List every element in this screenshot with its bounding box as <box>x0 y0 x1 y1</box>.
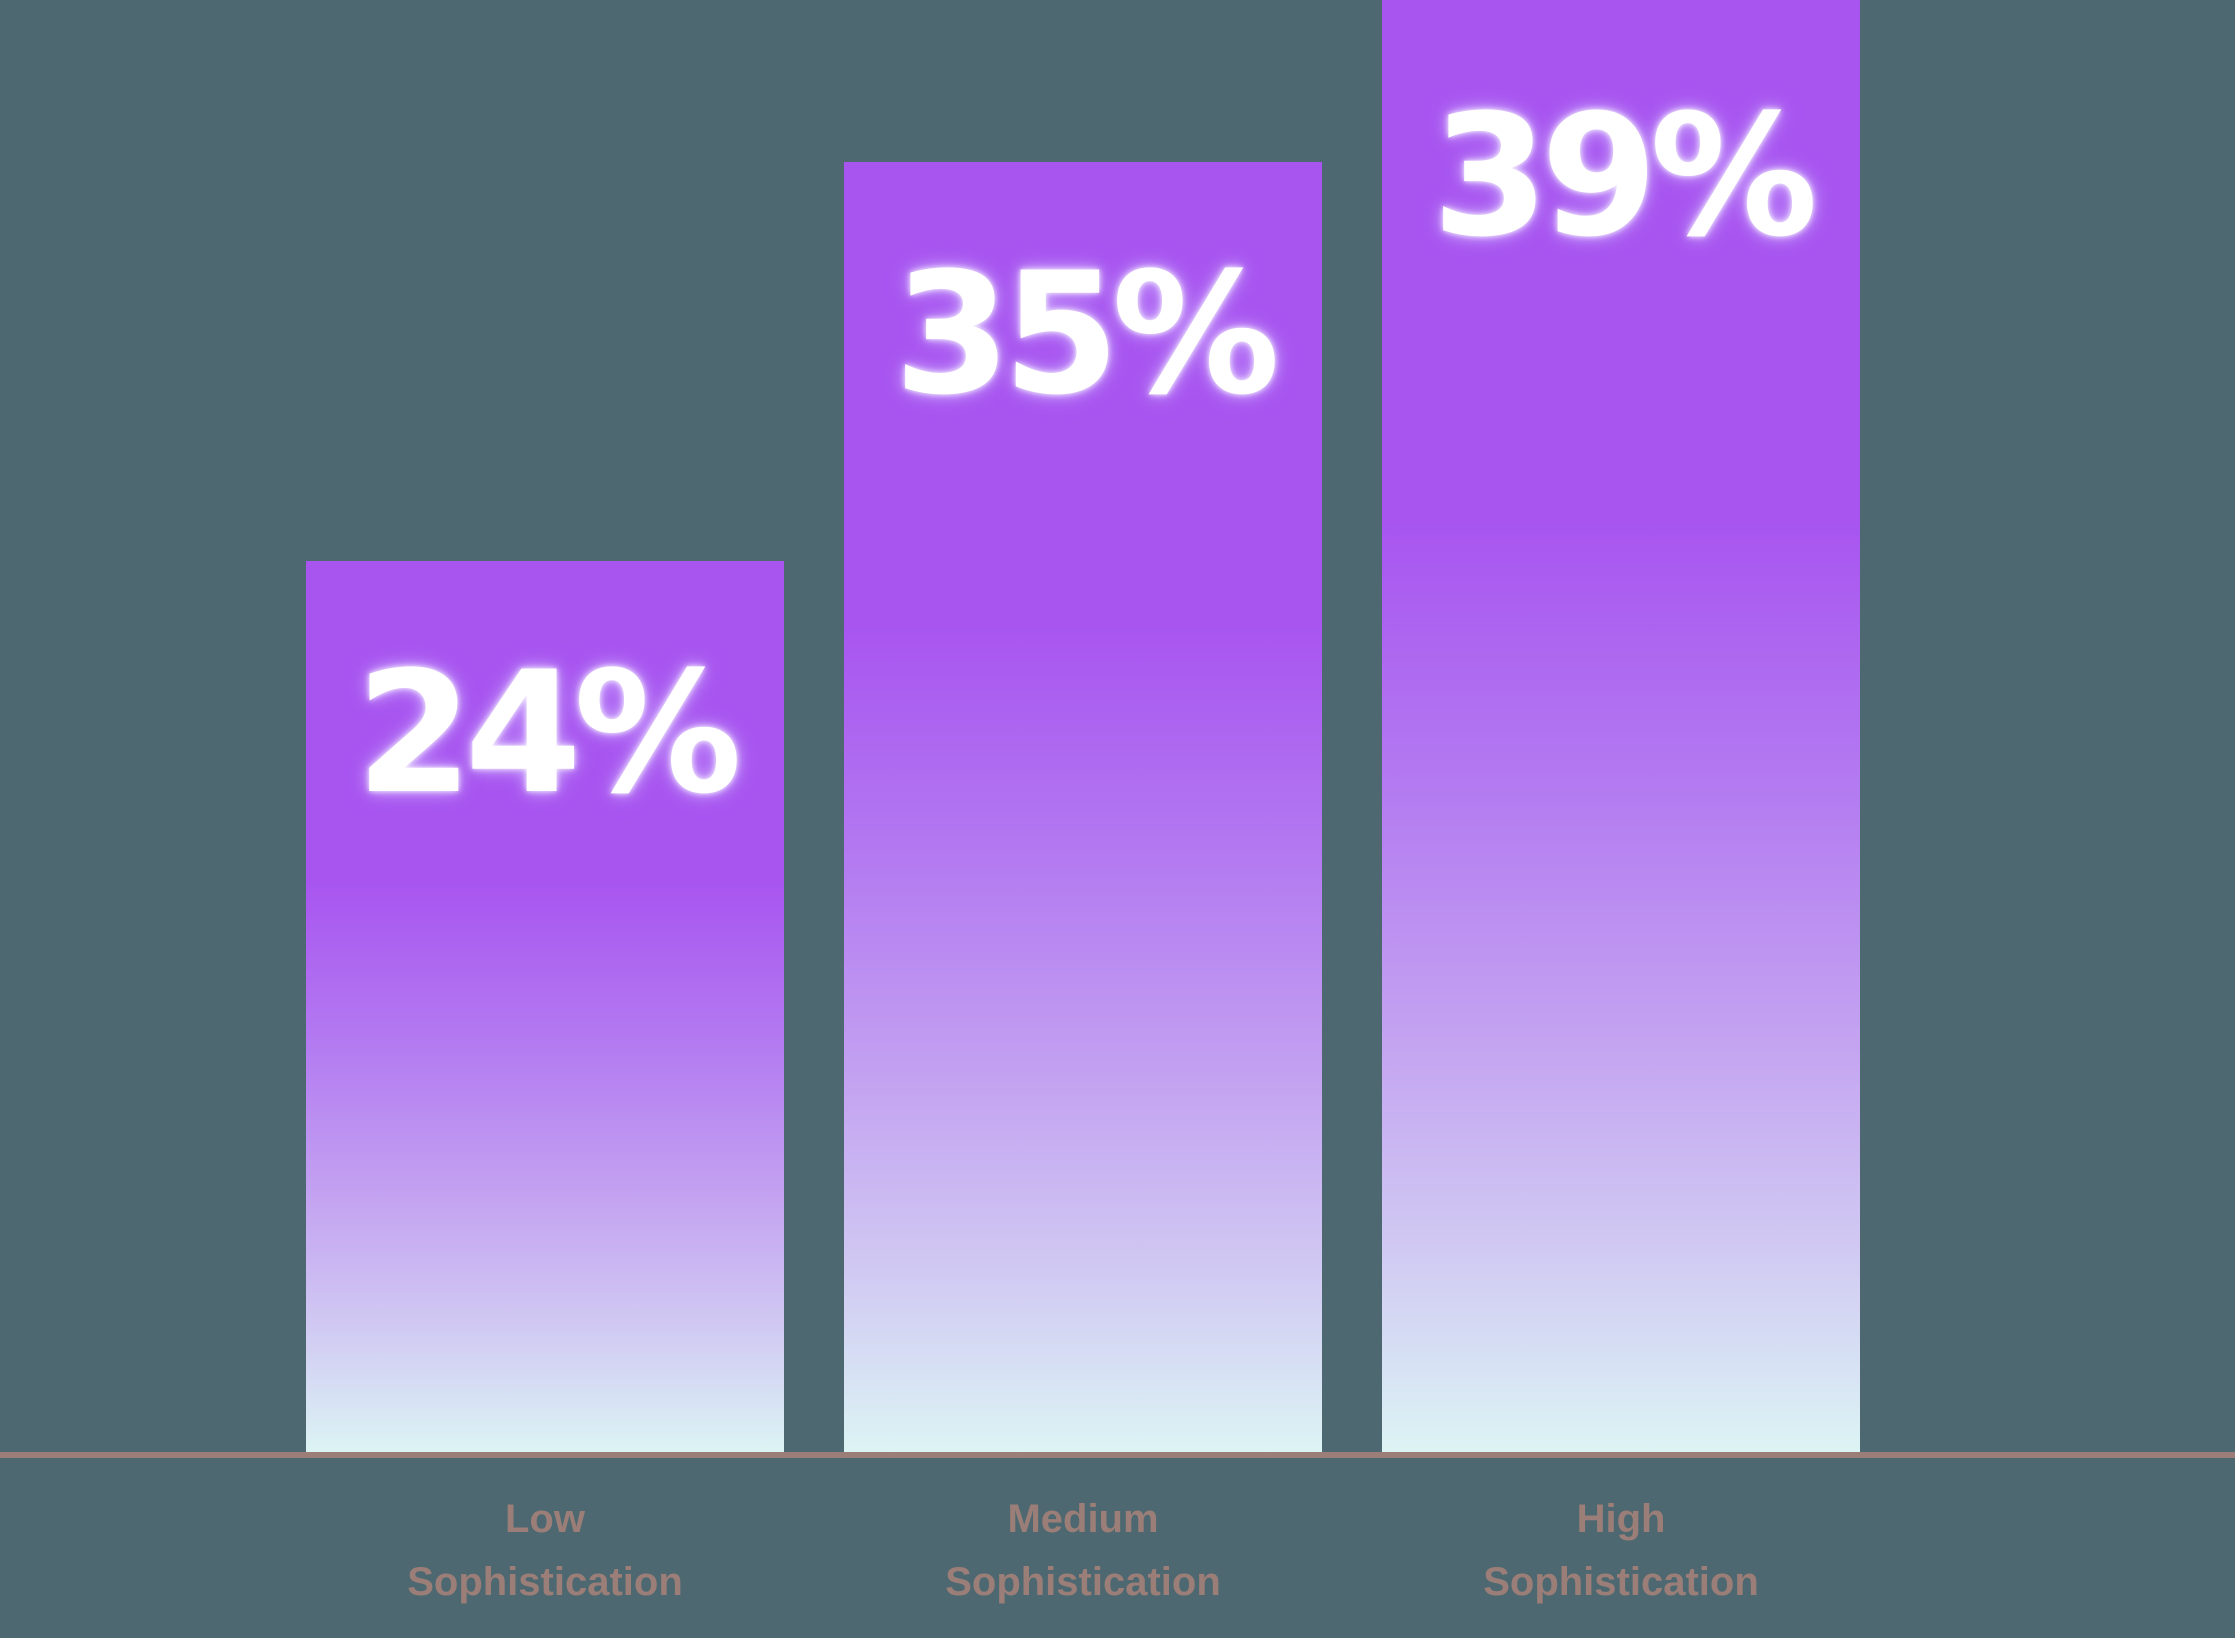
category-label-high: High Sophistication <box>1382 1488 1860 1614</box>
category-label-line1: Low <box>505 1497 585 1541</box>
bar-high-sophistication: 39% <box>1382 0 1860 1452</box>
category-label-line1: Medium <box>1007 1497 1159 1541</box>
category-label-line2: Sophistication <box>1483 1560 1759 1604</box>
bar-value-label: 24% <box>355 635 742 831</box>
category-label-line2: Sophistication <box>407 1560 683 1604</box>
bar-value-label: 35% <box>893 236 1280 432</box>
x-axis-line <box>0 1452 2235 1458</box>
bar-value-label: 39% <box>1431 78 1818 274</box>
category-label-line2: Sophistication <box>945 1560 1221 1604</box>
category-label-low: Low Sophistication <box>306 1488 784 1614</box>
bar-medium-sophistication: 35% <box>844 162 1322 1452</box>
category-label-medium: Medium Sophistication <box>844 1488 1322 1614</box>
bar-low-sophistication: 24% <box>306 561 784 1452</box>
category-label-line1: High <box>1576 1497 1666 1541</box>
